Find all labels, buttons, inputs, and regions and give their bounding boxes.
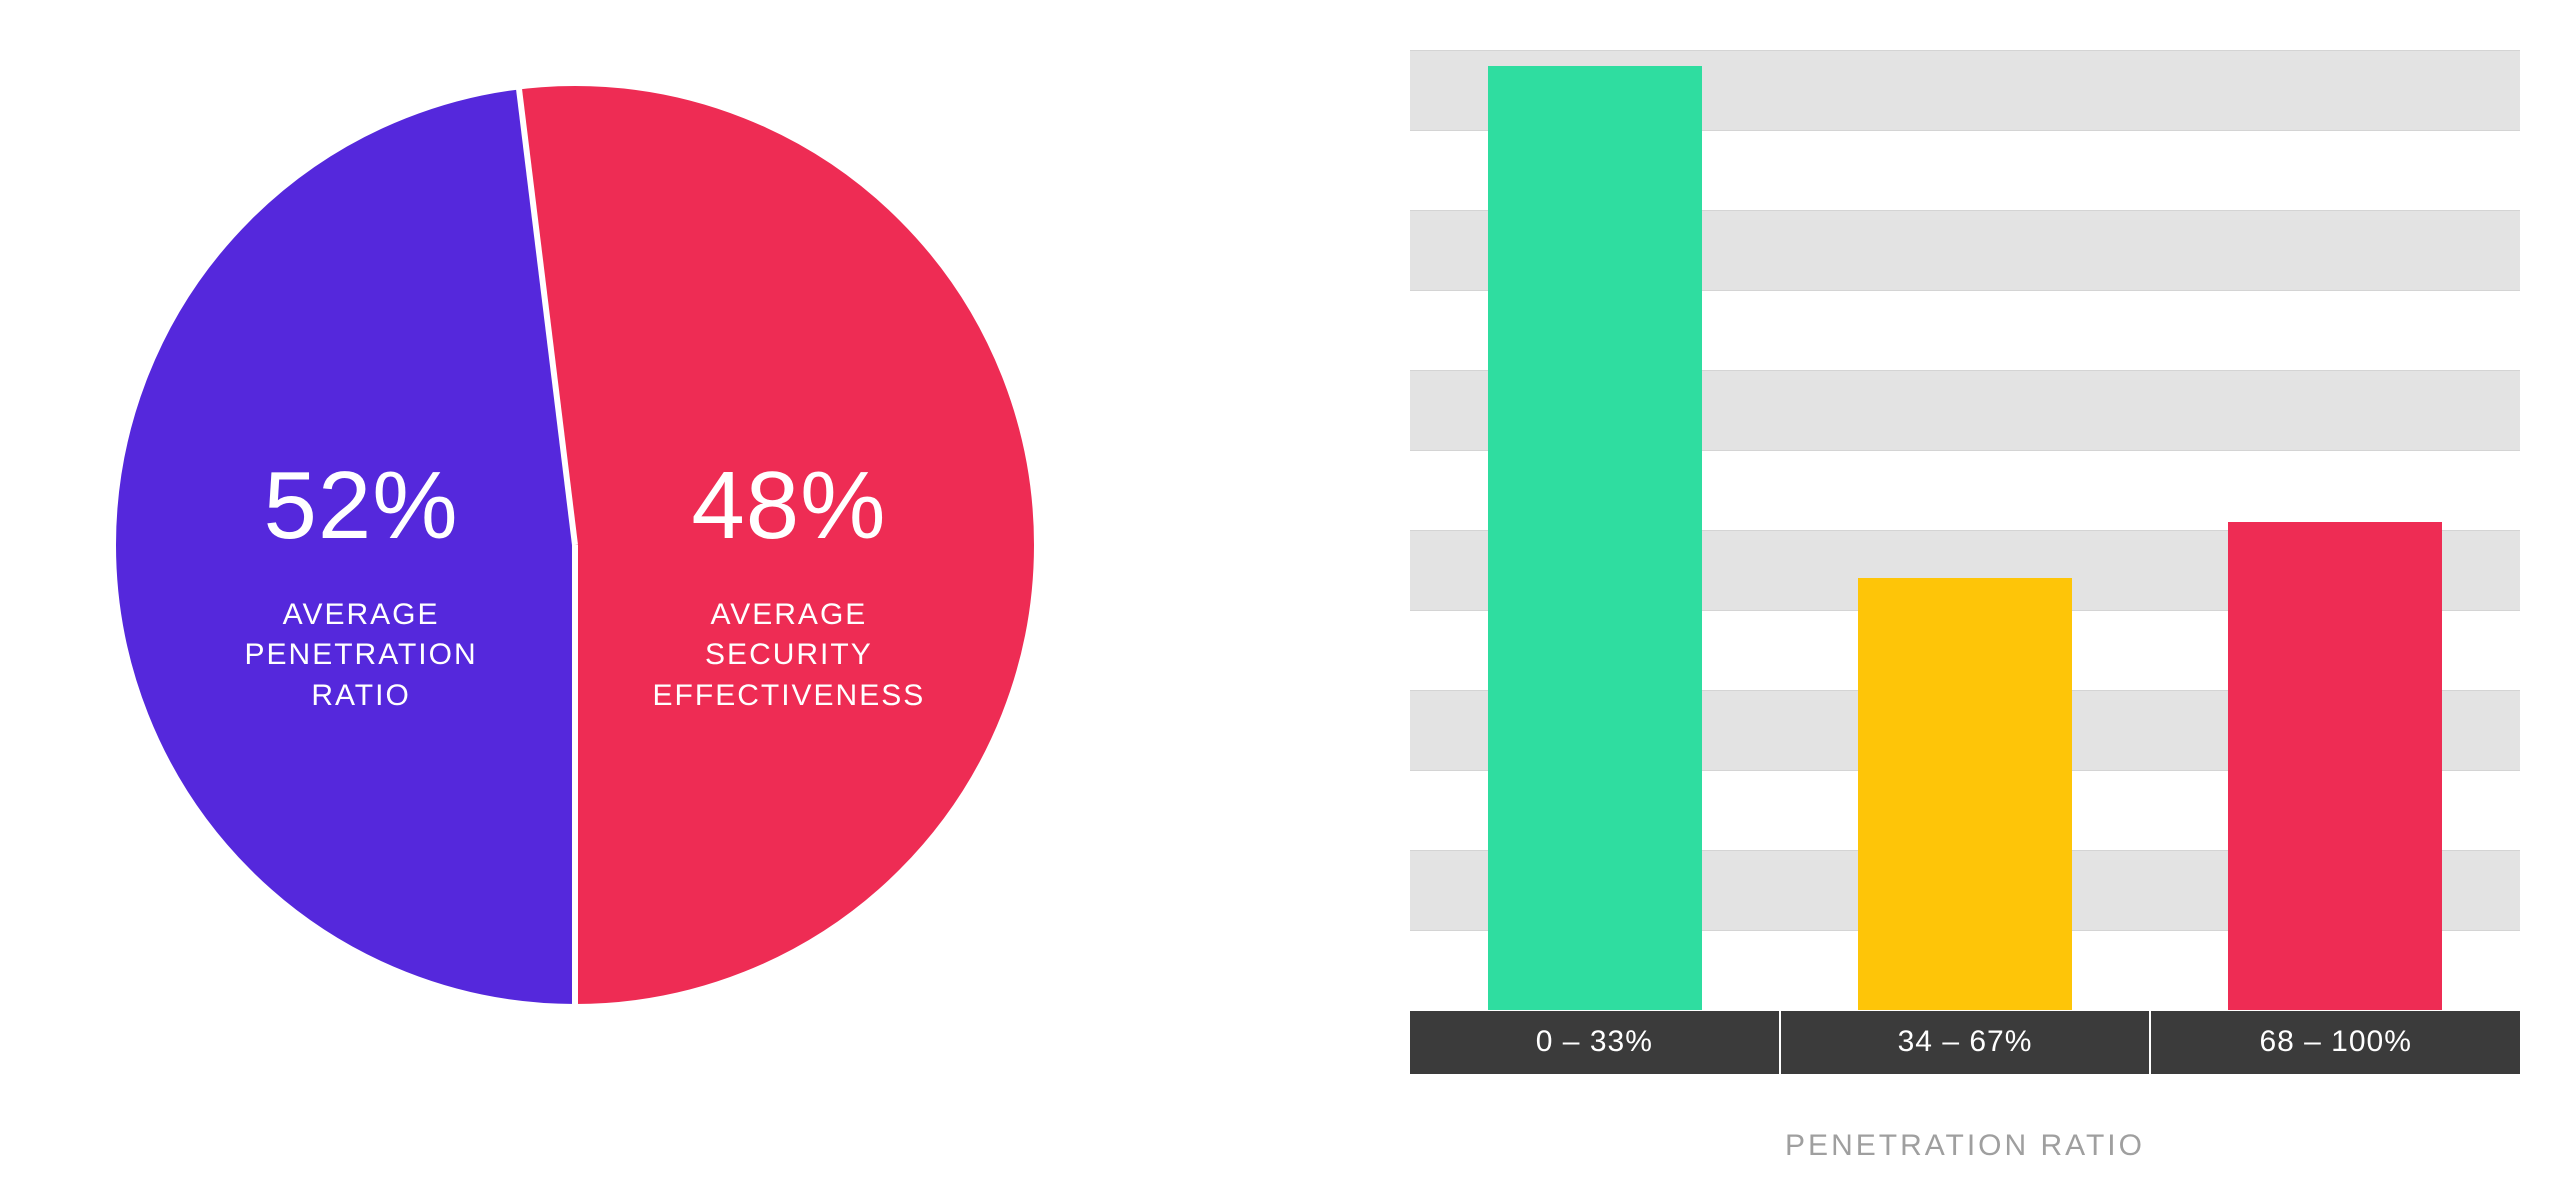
bar-plot-area <box>1410 50 2520 1010</box>
bar-2 <box>2228 522 2443 1010</box>
category-label-0: 0 – 33% <box>1410 1025 1779 1059</box>
bar-chart-title: PENETRATION RATIO <box>1410 1129 2520 1163</box>
bar-0 <box>1488 66 1703 1010</box>
pie-caption-penetration: AVERAGE PENETRATION RATIO <box>171 595 551 717</box>
pie-caption-effectiveness: AVERAGE SECURITY EFFECTIVENESS <box>599 595 979 717</box>
bar-chart: 0 – 33%34 – 67%68 – 100% PENETRATION RAT… <box>1410 50 2520 1163</box>
category-label-2: 68 – 100% <box>2151 1025 2520 1059</box>
pie-labels: 52% AVERAGE PENETRATION RATIO 48% AVERAGE S… <box>110 80 1040 1010</box>
pie-label-effectiveness: 48% AVERAGE SECURITY EFFECTIVENESS <box>599 451 979 717</box>
pie-percent-effectiveness: 48% <box>599 451 979 561</box>
bar-1 <box>1858 578 2073 1010</box>
pie-chart: 52% AVERAGE PENETRATION RATIO 48% AVERAGE S… <box>110 80 1040 1010</box>
pie-label-penetration: 52% AVERAGE PENETRATION RATIO <box>171 451 551 717</box>
category-label-1: 34 – 67% <box>1781 1025 2150 1059</box>
bar-category-axis: 0 – 33%34 – 67%68 – 100% <box>1410 1010 2520 1074</box>
canvas: 52% AVERAGE PENETRATION RATIO 48% AVERAGE S… <box>0 0 2560 1190</box>
pie-percent-penetration: 52% <box>171 451 551 561</box>
